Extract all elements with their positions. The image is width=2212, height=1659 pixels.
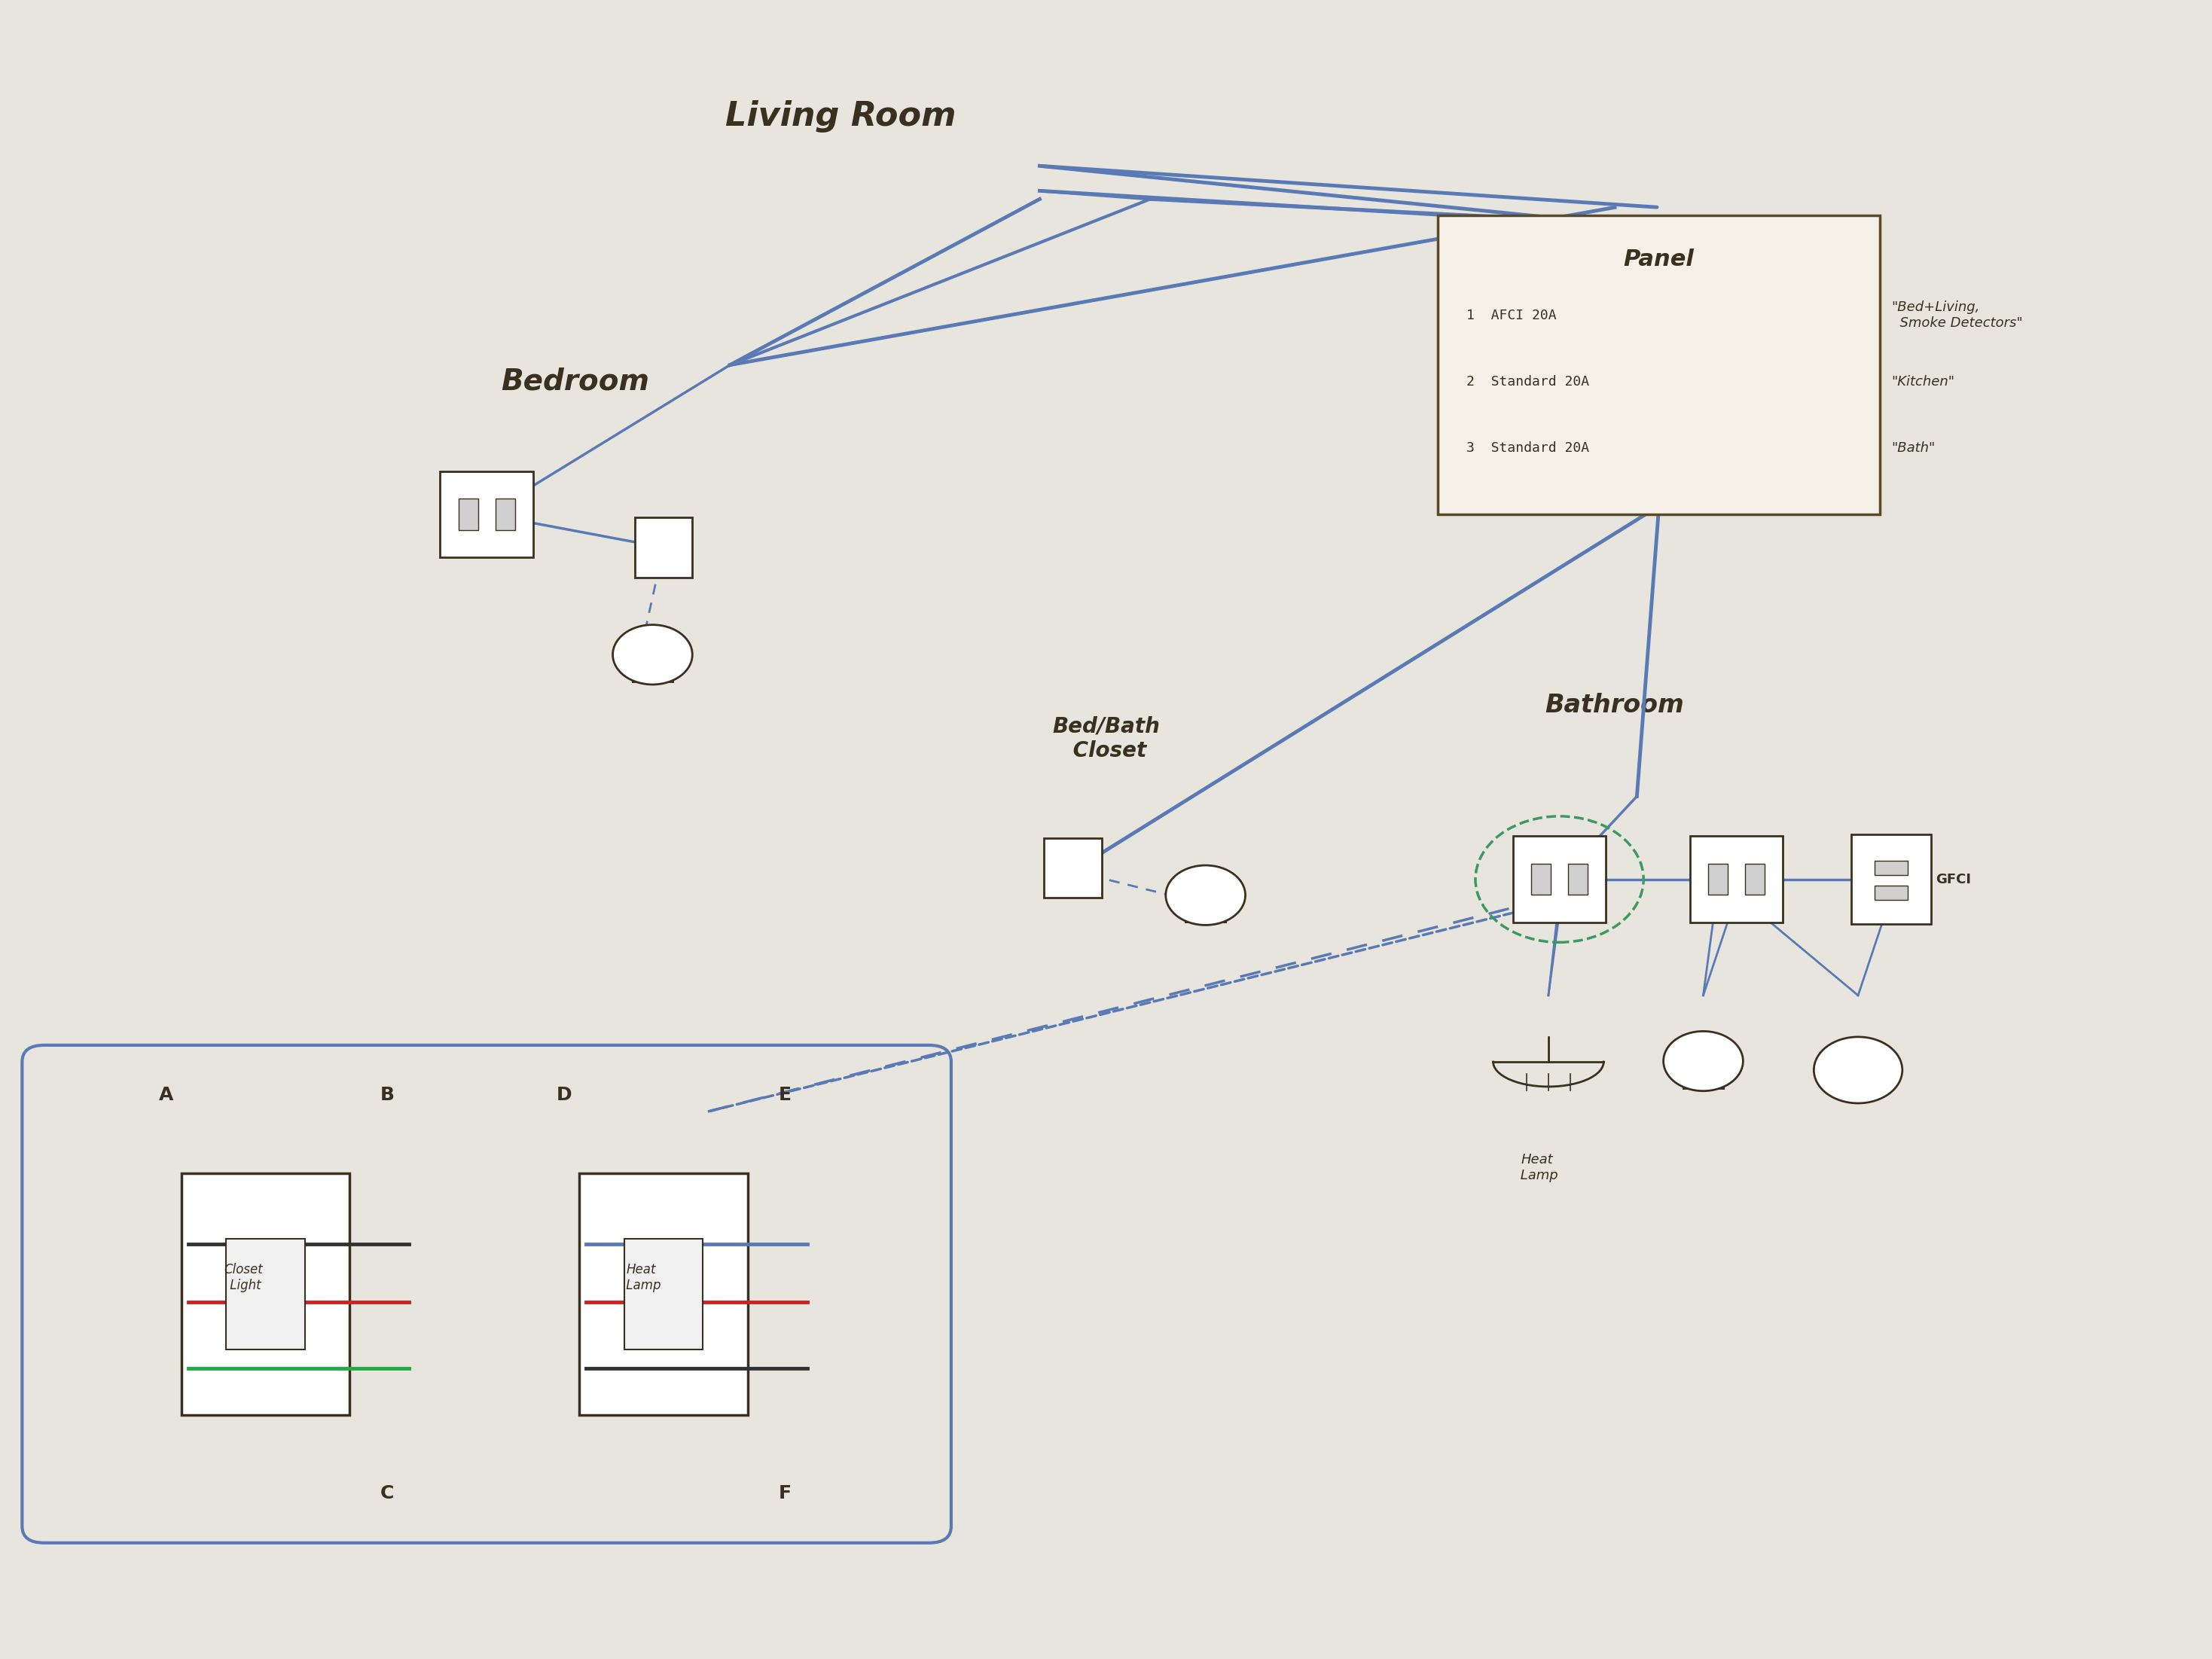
FancyBboxPatch shape: [1513, 836, 1606, 922]
Text: Closet
 Light: Closet Light: [223, 1262, 263, 1292]
Text: 2  Standard 20A: 2 Standard 20A: [1467, 375, 1590, 388]
FancyBboxPatch shape: [226, 1238, 305, 1350]
Text: A: A: [159, 1087, 173, 1103]
FancyBboxPatch shape: [458, 499, 478, 529]
Text: F: F: [779, 1485, 792, 1501]
Text: 3  Standard 20A: 3 Standard 20A: [1467, 441, 1590, 455]
FancyBboxPatch shape: [1876, 886, 1907, 901]
Text: C: C: [380, 1485, 394, 1501]
Text: B: B: [380, 1087, 394, 1103]
FancyBboxPatch shape: [181, 1173, 349, 1415]
Circle shape: [613, 625, 692, 685]
Text: "Bed+Living,
  Smoke Detectors": "Bed+Living, Smoke Detectors": [1891, 300, 2022, 330]
FancyBboxPatch shape: [1851, 834, 1931, 924]
FancyBboxPatch shape: [495, 499, 515, 529]
FancyBboxPatch shape: [1745, 864, 1765, 894]
Text: Panel: Panel: [1624, 249, 1694, 270]
FancyBboxPatch shape: [580, 1173, 748, 1415]
Circle shape: [1166, 866, 1245, 926]
Text: E: E: [779, 1087, 792, 1103]
Text: "Kitchen": "Kitchen": [1891, 375, 1955, 388]
FancyBboxPatch shape: [1531, 864, 1551, 894]
Text: GFCI: GFCI: [1936, 873, 1971, 886]
FancyBboxPatch shape: [635, 518, 692, 577]
Text: D: D: [555, 1087, 573, 1103]
FancyBboxPatch shape: [1568, 864, 1588, 894]
FancyBboxPatch shape: [1044, 838, 1102, 898]
Text: Heat
 Lamp: Heat Lamp: [1517, 1153, 1557, 1183]
Text: Bedroom: Bedroom: [500, 367, 650, 397]
Circle shape: [1814, 1037, 1902, 1103]
FancyBboxPatch shape: [1876, 861, 1907, 876]
FancyBboxPatch shape: [440, 471, 533, 557]
Circle shape: [1663, 1032, 1743, 1092]
Text: Bed/Bath
 Closet: Bed/Bath Closet: [1053, 715, 1159, 761]
Text: Heat
 Lamp: Heat Lamp: [622, 1262, 661, 1292]
FancyBboxPatch shape: [1690, 836, 1783, 922]
FancyBboxPatch shape: [624, 1238, 703, 1350]
FancyBboxPatch shape: [1438, 216, 1880, 514]
Text: Bathroom: Bathroom: [1546, 693, 1683, 717]
Text: "Bath": "Bath": [1891, 441, 1936, 455]
FancyBboxPatch shape: [1708, 864, 1728, 894]
Text: 1  AFCI 20A: 1 AFCI 20A: [1467, 309, 1557, 322]
Text: Living Room: Living Room: [726, 100, 956, 133]
